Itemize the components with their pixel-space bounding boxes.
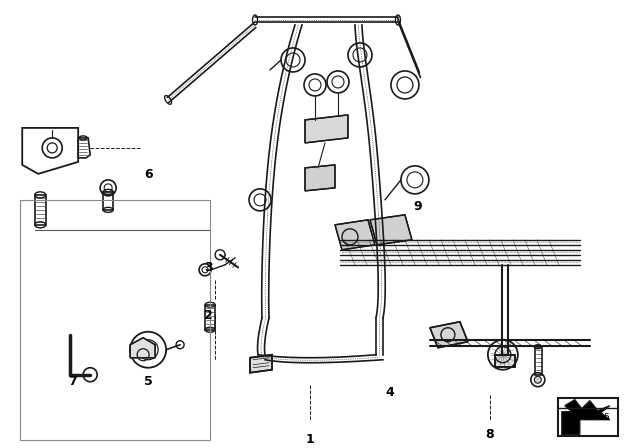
Text: 5: 5 [144,375,152,388]
Text: 8: 8 [486,428,494,441]
Polygon shape [305,115,348,143]
Polygon shape [305,165,335,191]
Bar [535,347,542,375]
Bar [205,305,215,330]
Circle shape [534,376,541,383]
Text: 2: 2 [204,309,213,322]
Polygon shape [430,322,468,348]
Bar [558,398,618,435]
Text: 7: 7 [68,375,77,388]
Polygon shape [250,355,272,373]
Bar [103,192,113,210]
Polygon shape [370,215,412,245]
Text: 6: 6 [144,168,152,181]
Text: 00149785: 00149785 [565,413,611,422]
Text: 1: 1 [306,433,314,446]
Bar [35,195,46,225]
Text: 3: 3 [204,261,213,274]
Polygon shape [130,338,155,358]
Polygon shape [562,400,610,435]
Text: 4: 4 [385,386,394,399]
Polygon shape [495,355,515,367]
Text: 9: 9 [413,200,422,213]
Polygon shape [335,220,375,250]
